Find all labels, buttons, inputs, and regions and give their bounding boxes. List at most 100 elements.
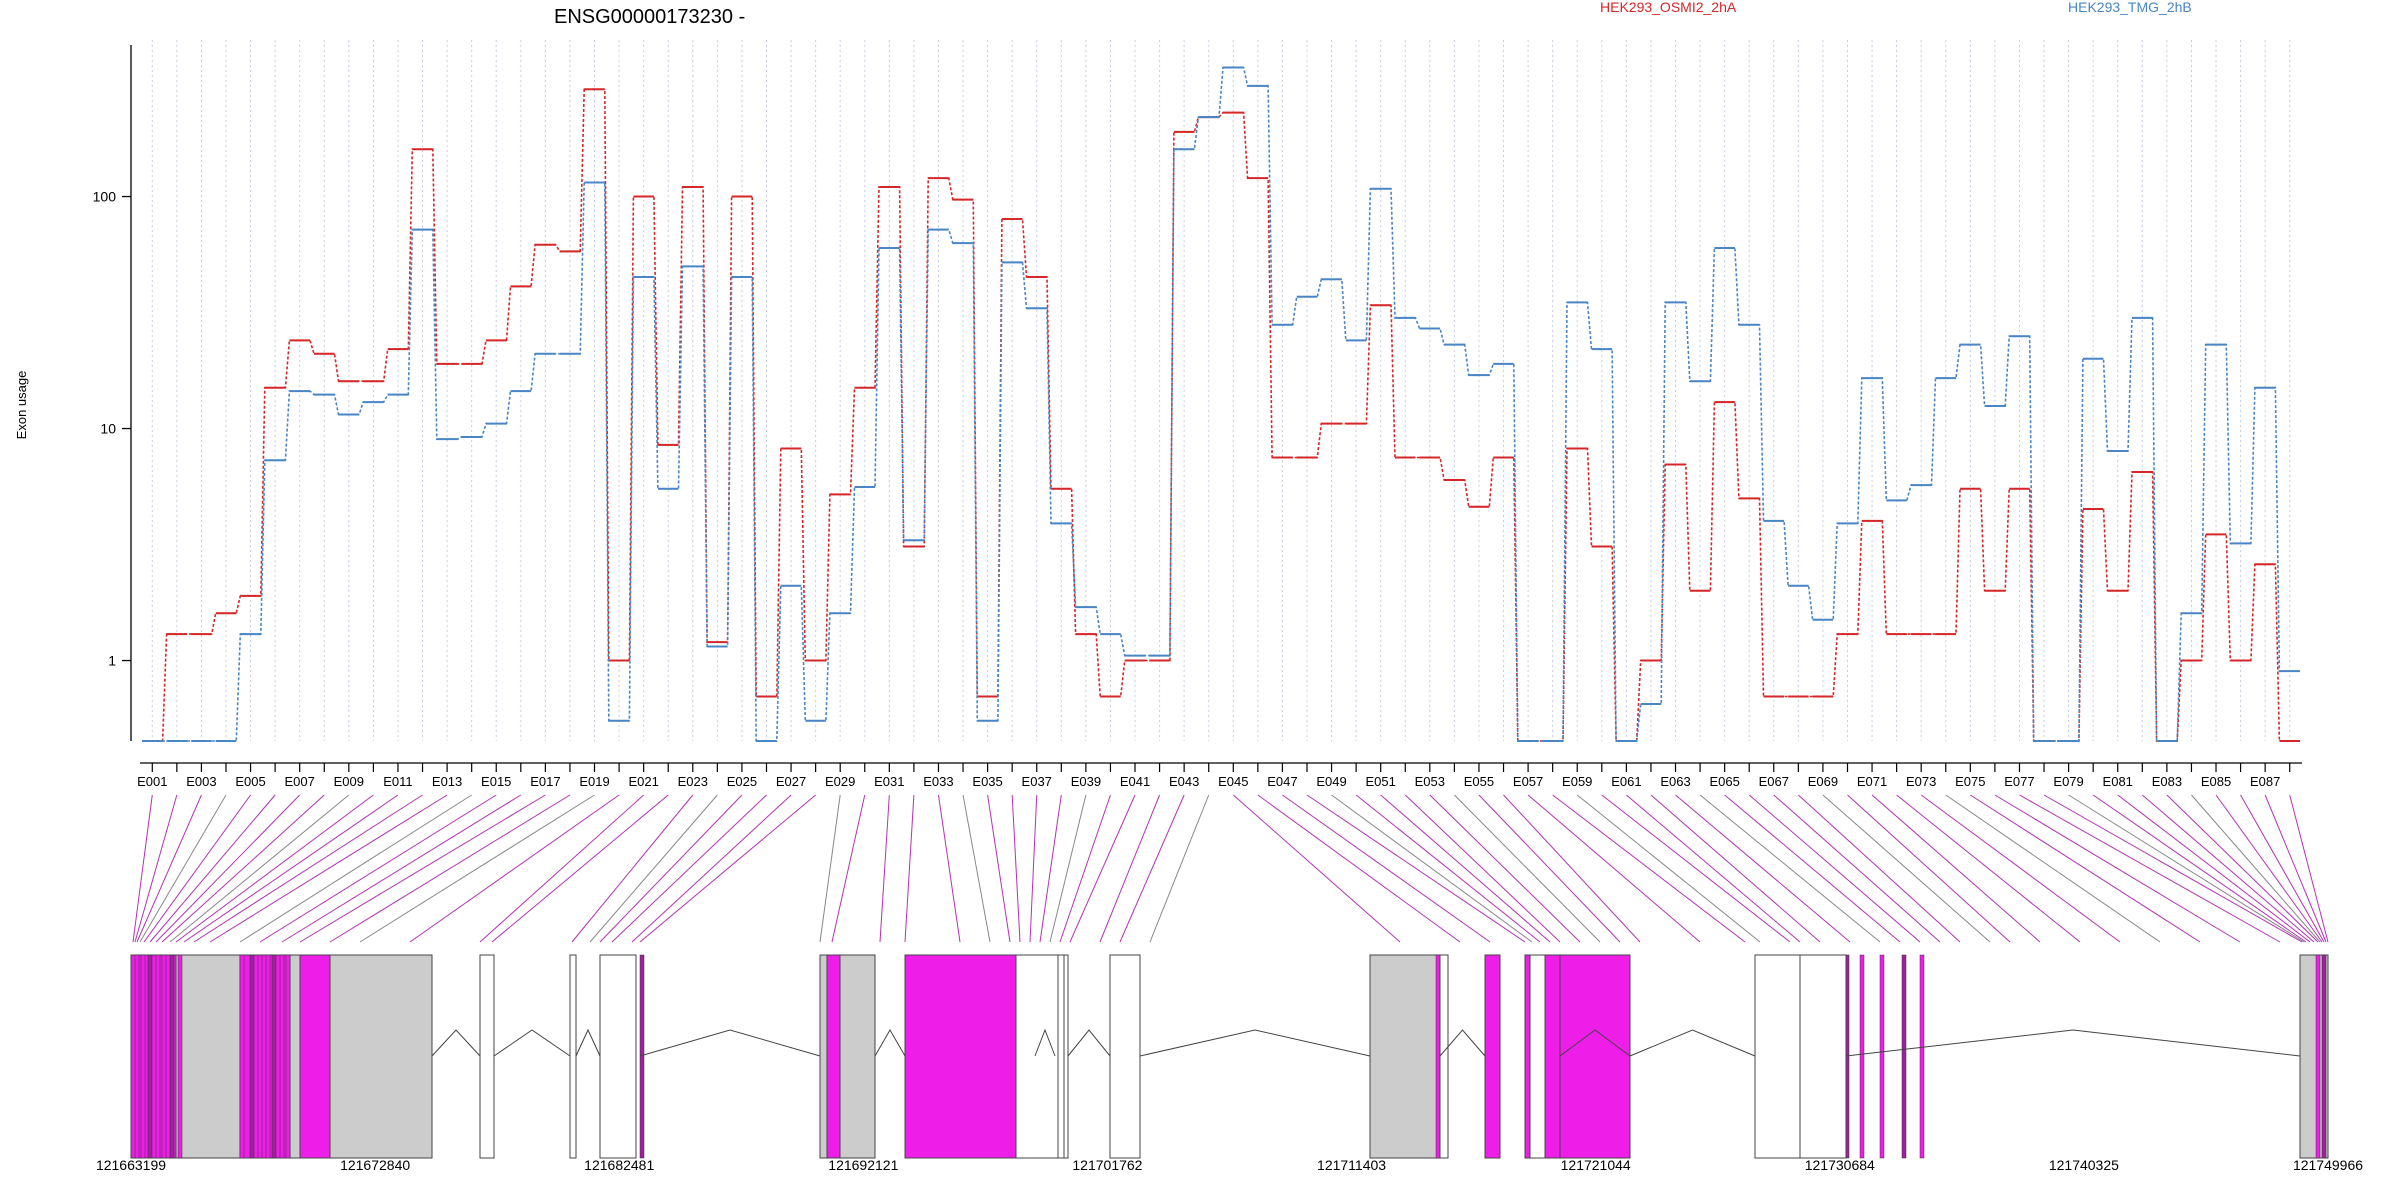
x-tick-label: E051 [1366,774,1396,789]
exon-connector [904,794,915,943]
exon-connector [2117,794,2311,943]
exon-outline [599,954,637,1159]
intron-line [1067,1029,1111,1057]
exon-connector [1675,794,1851,943]
exon-outline [1439,954,1449,1159]
exon-narrow [169,954,175,1159]
exon-connector [1099,794,1161,943]
exon-connector [479,794,644,943]
exon-connector [1355,794,1541,943]
exon-connector [239,794,472,943]
genome-axis: 121663199 121672840 121682481 121692121 1217… [96,1157,2363,1173]
x-tick-label: E035 [972,774,1002,789]
intron-line [431,1029,481,1057]
exon-connector [879,794,890,943]
intron-line [1559,1029,1631,1057]
exon-connector [1331,794,1533,943]
x-tick-label: E063 [1660,774,1690,789]
x-tick-label: E011 [383,774,412,789]
x-tick-label: E009 [334,774,364,789]
exon-connector [1011,794,1021,943]
exon-connector [2019,794,2281,943]
exon-connector [1039,794,1062,943]
exon-connector [639,794,816,943]
legend-series-1: HEK293_OSMI2_2hA [1600,0,1737,15]
exon-connector [1552,794,1746,943]
x-tick-label: E029 [825,774,855,789]
x-tick-label: E041 [1120,774,1150,789]
x-tick-label: E003 [186,774,216,789]
x-tick-label: E023 [678,774,708,789]
intron-line [1629,1029,1756,1057]
exon-connector [1380,794,1551,943]
exon-connector [193,794,423,943]
genome-coordinate-label: 121692121 [828,1157,898,1173]
x-tick-label: E001 [137,774,167,789]
x-tick-label: E077 [2004,774,2034,789]
gene-structure [130,954,2329,1159]
exon-connector [962,794,991,943]
x-tick-label: E085 [2201,774,2231,789]
exon-connector [1059,794,1111,943]
exon-connector [1454,794,1601,943]
exon-connector [359,794,595,943]
x-tick-label: E079 [2053,774,2083,789]
exon-connector [831,794,866,943]
genome-coordinate-label: 121672840 [340,1157,410,1173]
exon-connector [1232,794,1401,943]
exon-narrow [2321,954,2327,1159]
exon-connector [1699,794,1881,943]
exon-connector [299,794,546,943]
x-tick-label: E007 [285,774,315,789]
genome-coordinate-label: 121740325 [2049,1157,2119,1173]
exon-connector [2141,794,2315,943]
exon-connector [1748,794,1921,943]
exon-connectors [132,794,2329,943]
y-tick-label: 10 [100,421,116,437]
x-tick-label: E047 [1267,774,1297,789]
x-tick-label: E033 [923,774,953,789]
x-tick-label: E083 [2152,774,2182,789]
exon-outline [1529,954,1546,1159]
exon-outline [479,954,495,1159]
genome-coordinate-label: 121682481 [584,1157,654,1173]
x-tick-label: E065 [1709,774,1739,789]
exon-outline [1057,954,1065,1159]
exon-connector [161,794,325,943]
exon-connector [589,794,718,943]
genome-coordinate-label: 121730684 [1805,1157,1875,1173]
exon-connector [1527,794,1701,943]
exon-block [904,954,1036,1159]
x-tick-label: E043 [1169,774,1199,789]
exon-connector [1920,794,2121,943]
exon-connector [571,794,694,943]
exon-narrow [257,954,263,1159]
intron-line [1439,1029,1486,1057]
exon-connector [1149,794,1210,943]
x-tick-label: E061 [1611,774,1641,789]
x-tick-label: E069 [1808,774,1838,789]
exon-connector [1896,794,2081,943]
exon-narrow [265,954,271,1159]
exon-narrow [147,954,153,1159]
exon-connector [1970,794,2201,943]
exon-connector [1847,794,2011,943]
intron-line [575,1028,601,1057]
exon-connector [1798,794,1961,943]
exon-narrow [1901,954,1907,1159]
exon-narrow [177,954,183,1159]
y-ticks: 1 10 100 [93,189,131,669]
exon-connector [1257,794,1461,943]
exon-connector [1119,794,1185,943]
exon-connector [599,794,743,943]
intron-line [639,1029,821,1057]
genome-coordinate-label: 121663199 [96,1157,166,1173]
exon-connector [819,794,841,943]
x-tick-label: E031 [874,774,904,789]
exon-narrow [279,954,285,1159]
exon-connector [1069,794,1136,943]
x-tick-label: E017 [530,774,560,789]
intron-line [493,1029,571,1057]
exon-connector [1049,794,1087,943]
series-line-1 [142,88,2300,742]
